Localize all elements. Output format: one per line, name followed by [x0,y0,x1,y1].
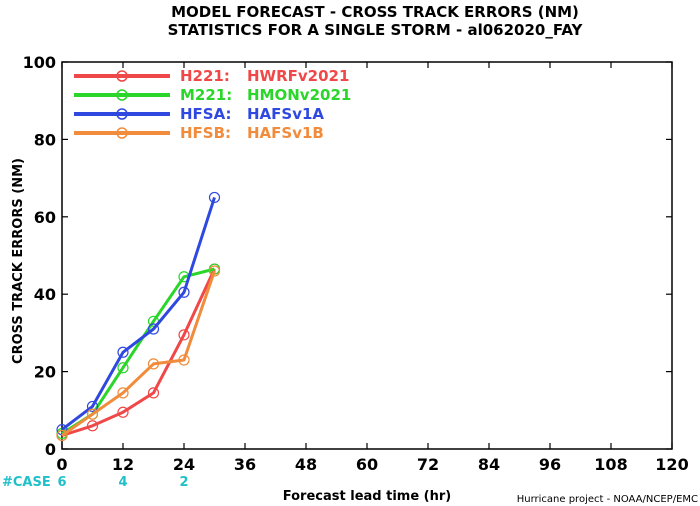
legend-model: HAFSv1A [247,105,324,123]
data-point [208,191,221,204]
legend-code: H221: [180,67,230,85]
y-tick-label: 0 [45,440,56,459]
data-point [117,406,129,418]
legend-swatch-marker [116,127,128,139]
data-point [178,329,190,341]
case-count: 6 [57,475,66,490]
x-tick-label: 24 [173,455,195,474]
case-row: #CASE 6 4 2 [2,475,189,490]
series-line [61,267,215,435]
data-point [86,400,99,413]
legend-code: HFSA: [180,105,232,123]
series-line [61,270,216,437]
data-point [117,387,129,399]
legend-model: HWRFv2021 [247,67,349,85]
legend-entry: M221: HMONv2021 [74,86,351,104]
y-tick-label: 80 [34,130,56,149]
legend-model: HAFSv1B [247,124,324,142]
chart-subtitle: STATISTICS FOR A SINGLE STORM - al062020… [168,21,584,39]
legend-swatch-marker [116,89,128,101]
data-point [178,286,190,298]
credit-text: Hurricane project - NOAA/NCEP/EMC [517,494,698,505]
chart-title: MODEL FORECAST - CROSS TRACK ERRORS (NM) [171,3,579,21]
case-count: 4 [118,475,127,490]
series-hafsv1a [56,191,221,436]
case-count: 2 [179,475,188,490]
x-tick-label: 12 [112,455,134,474]
case-label: #CASE [2,475,51,490]
series-hmonv2021 [56,263,221,440]
x-tick-label: 84 [478,455,500,474]
y-axis-label: CROSS TRACK ERRORS (NM) [11,158,26,364]
data-point [86,420,99,432]
y-tick-label: 40 [34,285,56,304]
x-axis-label: Forecast lead time (hr) [283,489,451,504]
series-hafsv1b [56,265,221,442]
legend-entry: HFSB: HAFSv1B [74,124,324,142]
y-tick-label: 20 [34,363,56,382]
legend-swatch-marker [116,70,128,82]
data-point [208,265,221,277]
x-tick-label: 96 [539,455,561,474]
data-point [117,346,129,358]
x-tick-label: 48 [295,455,317,474]
legend-entry: H221: HWRFv2021 [74,67,349,85]
x-tick-label: 0 [56,455,67,474]
data-point [147,387,160,399]
y-tick-label: 60 [34,208,56,227]
data-point [147,358,160,370]
legend-entry: HFSA: HAFSv1A [74,105,324,123]
legend-code: M221: [180,86,232,104]
legend-code: HFSB: [180,124,231,142]
x-tick-label: 120 [655,455,688,474]
legend: H221: HWRFv2021 M221: HMONv2021 HFSA: HAFSv1A… [74,67,351,142]
data-point [178,354,190,366]
legend-swatch-marker [116,108,128,120]
data-point [86,408,99,420]
series-line [61,196,216,431]
series-layer [56,191,221,442]
axes: 0 12 24 36 48 60 72 84 96 108 120 0 20 40 60 80 100 [23,53,689,474]
x-tick-label: 72 [417,455,439,474]
x-tick-label: 60 [356,455,378,474]
data-point [147,323,160,335]
legend-model: HMONv2021 [247,86,351,104]
x-tick-label: 108 [594,455,627,474]
data-point [117,362,129,374]
data-point [56,429,68,442]
x-tick-label: 36 [234,455,256,474]
y-tick-label: 100 [23,53,56,72]
